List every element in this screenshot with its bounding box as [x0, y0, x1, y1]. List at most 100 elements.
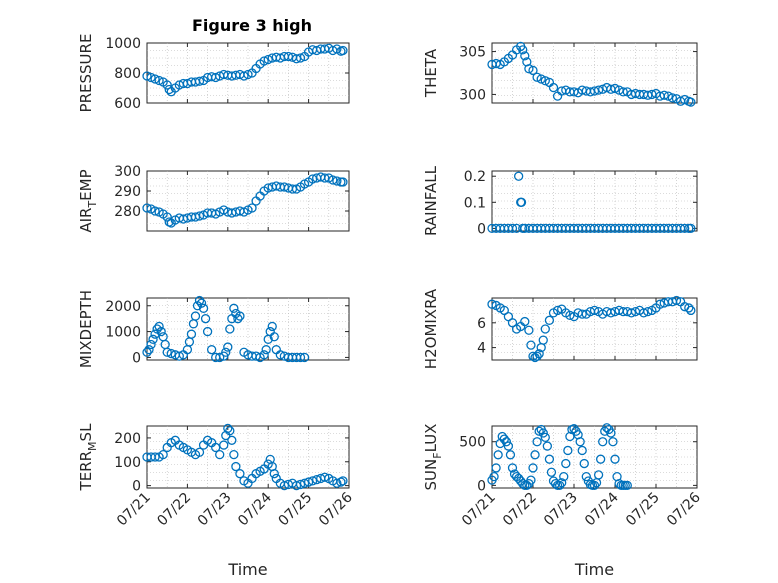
- data-point: [154, 75, 164, 86]
- data-point: [544, 315, 555, 325]
- data-point: [299, 352, 310, 363]
- data-point: [528, 351, 538, 361]
- data-point: [215, 352, 225, 363]
- data-point: [150, 452, 160, 462]
- data-point: [332, 176, 342, 186]
- data-point: [663, 91, 673, 101]
- y-tick-label: 0.1: [464, 195, 486, 211]
- data-point: [522, 57, 532, 67]
- y-tick-label: 1000: [105, 36, 141, 52]
- y-tick-label: 0.2: [464, 169, 486, 185]
- data-point: [559, 471, 569, 482]
- data-point: [596, 454, 606, 464]
- data-point: [532, 72, 542, 82]
- data-point: [142, 71, 152, 81]
- data-point: [507, 318, 518, 328]
- data-point: [146, 72, 156, 83]
- y-tick-label: 280: [114, 204, 141, 220]
- x-tick-label: 07/25: [623, 490, 663, 530]
- y-tick-label: 0: [132, 479, 141, 495]
- subplot-h2omixra: 4 6 H2OMIXRA: [422, 288, 698, 369]
- data-point: [538, 428, 548, 438]
- data-point: [610, 454, 620, 464]
- data-point: [544, 454, 555, 464]
- data-point: [575, 437, 585, 447]
- data-point: [235, 469, 245, 479]
- data-point: [550, 478, 561, 489]
- y-axis-label: RAINFALL: [422, 165, 440, 236]
- y-tick-label: 6: [477, 316, 486, 332]
- data-point: [655, 299, 665, 309]
- x-tick-label: 07/23: [541, 490, 581, 530]
- data-point: [295, 479, 306, 490]
- data-point: [146, 339, 156, 350]
- y-axis-label: THETA: [422, 48, 440, 98]
- y-tick-label: 305: [459, 45, 486, 61]
- data-point: [194, 76, 205, 86]
- data-point: [528, 463, 538, 473]
- data-point: [565, 310, 575, 321]
- data-point: [608, 437, 618, 447]
- data-point: [295, 53, 306, 63]
- y-axis-label: TERRMSL: [77, 423, 99, 492]
- data-point: [518, 478, 528, 489]
- data-point: [577, 309, 587, 319]
- data-point: [579, 458, 589, 469]
- data-point: [520, 51, 530, 61]
- data-point: [150, 329, 160, 339]
- data-point: [194, 211, 205, 221]
- data-point: [206, 345, 217, 355]
- data-point: [275, 350, 285, 360]
- data-point: [150, 74, 160, 84]
- x-tick-label: 07/21: [459, 490, 499, 530]
- data-point: [514, 171, 524, 181]
- data-point: [686, 305, 696, 316]
- data-point: [534, 349, 544, 359]
- data-point: [686, 97, 696, 107]
- data-point: [223, 423, 233, 434]
- data-point: [507, 223, 518, 234]
- data-point: [671, 295, 682, 306]
- data-point: [338, 476, 348, 486]
- subplot-terr_msl: 07/21 07/22 07/23 07/24 07/25 07/26 0 100 200 TER…: [77, 423, 356, 579]
- data-point: [501, 437, 512, 447]
- data-point: [332, 478, 342, 488]
- data-point: [540, 76, 550, 86]
- data-point: [156, 326, 166, 337]
- data-point: [548, 82, 559, 93]
- data-point: [223, 342, 233, 352]
- x-axis-label: Time: [227, 560, 267, 579]
- y-tick-label: 0: [477, 478, 486, 494]
- data-point: [219, 440, 229, 450]
- data-point: [589, 480, 600, 491]
- data-point: [299, 478, 310, 488]
- subplot-air_temp: 280 290 300 AIRTEMP: [77, 164, 350, 233]
- data-point: [593, 85, 604, 95]
- data-point: [221, 347, 231, 357]
- x-tick-label: 07/26: [316, 489, 356, 529]
- data-point: [503, 441, 514, 451]
- data-point: [166, 348, 176, 359]
- data-point: [622, 480, 632, 491]
- data-point: [198, 303, 209, 313]
- data-point: [680, 223, 690, 234]
- y-tick-label: 500: [459, 435, 486, 451]
- data-point: [518, 45, 528, 55]
- data-point: [269, 469, 279, 479]
- data-point: [552, 305, 563, 316]
- data-point: [555, 480, 565, 491]
- data-point: [684, 303, 694, 313]
- data-point: [526, 340, 536, 350]
- data-point: [150, 206, 160, 216]
- data-point: [142, 203, 152, 213]
- y-tick-label: 100: [114, 455, 141, 471]
- data-point: [499, 305, 509, 316]
- data-point: [557, 478, 567, 488]
- data-point: [606, 428, 616, 438]
- data-point: [534, 426, 544, 436]
- data-point: [320, 472, 330, 482]
- data-point: [639, 308, 649, 318]
- data-point: [536, 74, 546, 84]
- x-tick-label: 07/25: [276, 490, 316, 530]
